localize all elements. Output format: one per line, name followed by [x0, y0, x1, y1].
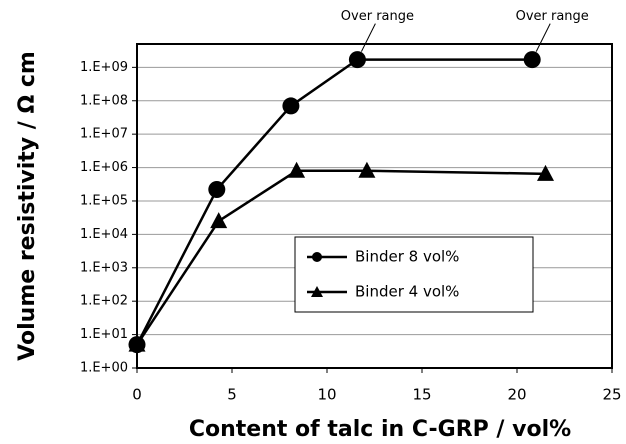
legend-box — [294, 236, 534, 313]
x-tick-label: 20 — [507, 386, 526, 404]
marker — [523, 51, 541, 69]
y-axis-label: Volume resistivity / Ω cm — [15, 51, 40, 361]
x-axis-label: Content of talc in C-GRP / vol% — [189, 417, 571, 442]
marker — [358, 161, 376, 178]
y-tick-label: 1.E+01 — [80, 327, 128, 342]
legend-label: Binder 4 vol% — [355, 283, 459, 301]
y-tick-label: 1.E+02 — [80, 294, 128, 309]
x-tick-label: 15 — [412, 386, 431, 404]
marker — [208, 181, 226, 199]
y-tick-label: 1.E+08 — [80, 93, 128, 108]
y-tick-label: 1.E+00 — [80, 361, 128, 376]
annotation: Over range — [341, 9, 414, 24]
legend-marker — [311, 286, 323, 297]
plot-frame — [136, 43, 613, 369]
marker — [288, 161, 306, 178]
annotation-leader — [535, 23, 551, 52]
annotation-leader — [360, 23, 376, 52]
x-tick-label: 10 — [317, 386, 336, 404]
annotation: Over range — [516, 9, 589, 24]
y-tick-label: 1.E+03 — [80, 260, 128, 275]
y-tick-label: 1.E+05 — [80, 193, 128, 208]
x-tick-label: 5 — [227, 386, 237, 404]
marker — [348, 51, 366, 69]
x-tick-label: 0 — [132, 386, 142, 404]
marker — [282, 97, 300, 115]
y-tick-label: 1.E+09 — [80, 60, 128, 75]
y-tick-label: 1.E+07 — [80, 127, 128, 142]
legend-label: Binder 8 vol% — [355, 248, 459, 266]
marker — [537, 164, 554, 181]
marker — [210, 212, 228, 229]
legend-marker — [312, 252, 322, 262]
y-tick-label: 1.E+06 — [80, 160, 128, 175]
y-tick-label: 1.E+04 — [80, 227, 128, 242]
x-tick-label: 25 — [602, 386, 621, 404]
marker — [128, 335, 146, 352]
